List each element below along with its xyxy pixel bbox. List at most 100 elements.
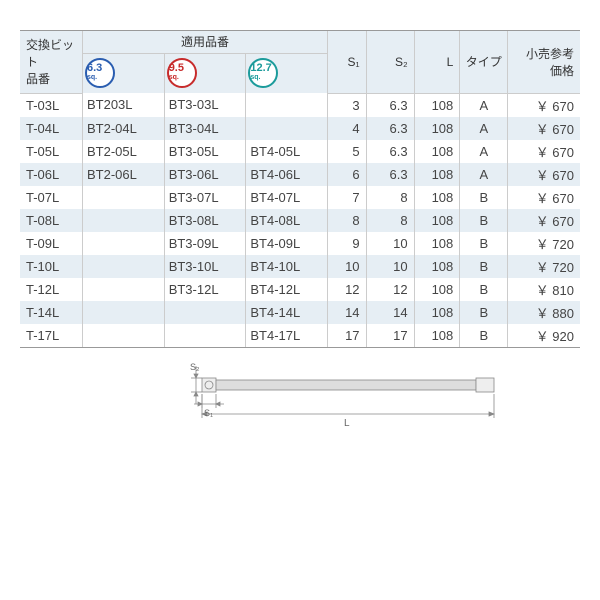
cell-app2: BT3-05L: [164, 140, 246, 163]
header-type: タイプ: [460, 31, 508, 93]
cell-price: ￥ 670: [508, 209, 580, 232]
cell-price: ￥ 670: [508, 140, 580, 163]
cell-app1: BT2-06L: [82, 163, 164, 186]
sq-badge-teal-icon: 12.7sq.: [248, 58, 278, 88]
cell-s1: 7: [328, 186, 366, 209]
table-row: T-03LBT203LBT3-03L36.3108A￥ 670: [20, 93, 580, 117]
header-badge-63: 6.3sq.: [82, 53, 164, 93]
spec-table-container: 交換ビット 品番 適用品番 S₁ S₂ L タイプ 小売参考 価格 6.3sq.…: [20, 30, 580, 348]
cell-app3: BT4-14L: [246, 301, 328, 324]
cell-bit: T-17L: [20, 324, 82, 347]
cell-bit: T-10L: [20, 255, 82, 278]
cell-app2: [164, 301, 246, 324]
cell-l: 108: [414, 232, 460, 255]
cell-type: B: [460, 232, 508, 255]
cell-app3: [246, 117, 328, 140]
cell-app3: BT4-17L: [246, 324, 328, 347]
spec-table: 交換ビット 品番 適用品番 S₁ S₂ L タイプ 小売参考 価格 6.3sq.…: [20, 31, 580, 347]
cell-price: ￥ 720: [508, 255, 580, 278]
cell-type: A: [460, 163, 508, 186]
cell-s2: 10: [366, 255, 414, 278]
cell-l: 108: [414, 186, 460, 209]
cell-app1: [82, 186, 164, 209]
cell-s2: 6.3: [366, 117, 414, 140]
cell-app1: [82, 324, 164, 347]
cell-price: ￥ 880: [508, 301, 580, 324]
cell-app1: BT2-04L: [82, 117, 164, 140]
cell-price: ￥ 670: [508, 186, 580, 209]
cell-app3: BT4-05L: [246, 140, 328, 163]
cell-type: A: [460, 93, 508, 117]
cell-l: 108: [414, 163, 460, 186]
cell-s2: 17: [366, 324, 414, 347]
cell-bit: T-03L: [20, 93, 82, 117]
cell-l: 108: [414, 301, 460, 324]
cell-s1: 12: [328, 278, 366, 301]
table-row: T-17LBT4-17L1717108B￥ 920: [20, 324, 580, 347]
cell-price: ￥ 670: [508, 163, 580, 186]
cell-s1: 3: [328, 93, 366, 117]
cell-l: 108: [414, 93, 460, 117]
table-row: T-09LBT3-09LBT4-09L910108B￥ 720: [20, 232, 580, 255]
cell-l: 108: [414, 140, 460, 163]
cell-s2: 8: [366, 209, 414, 232]
cell-type: A: [460, 140, 508, 163]
cell-bit: T-07L: [20, 186, 82, 209]
cell-type: B: [460, 301, 508, 324]
table-row: T-12LBT3-12LBT4-12L1212108B￥ 810: [20, 278, 580, 301]
cell-s2: 14: [366, 301, 414, 324]
cell-l: 108: [414, 255, 460, 278]
cell-price: ￥ 670: [508, 117, 580, 140]
cell-app3: BT4-10L: [246, 255, 328, 278]
header-l: L: [414, 31, 460, 93]
cell-app3: [246, 93, 328, 117]
bit-diagram: S₂ S₁ L: [20, 356, 580, 436]
header-badge-127: 12.7sq.: [246, 53, 328, 93]
cell-s1: 17: [328, 324, 366, 347]
header-bit-number: 交換ビット 品番: [20, 31, 82, 93]
cell-app2: BT3-12L: [164, 278, 246, 301]
cell-bit: T-05L: [20, 140, 82, 163]
cell-price: ￥ 670: [508, 93, 580, 117]
cell-app2: BT3-09L: [164, 232, 246, 255]
cell-app1: [82, 209, 164, 232]
table-row: T-14LBT4-14L1414108B￥ 880: [20, 301, 580, 324]
cell-price: ￥ 720: [508, 232, 580, 255]
sq-badge-red-icon: 9.5sq.: [167, 58, 197, 88]
cell-type: B: [460, 255, 508, 278]
cell-app1: BT203L: [82, 93, 164, 117]
cell-s2: 6.3: [366, 93, 414, 117]
table-row: T-08LBT3-08LBT4-08L88108B￥ 670: [20, 209, 580, 232]
cell-app2: [164, 324, 246, 347]
table-row: T-07LBT3-07LBT4-07L78108B￥ 670: [20, 186, 580, 209]
cell-s1: 8: [328, 209, 366, 232]
cell-s1: 9: [328, 232, 366, 255]
table-row: T-10LBT3-10LBT4-10L1010108B￥ 720: [20, 255, 580, 278]
cell-app1: [82, 255, 164, 278]
header-s1: S₁: [328, 31, 366, 93]
diagram-s1-label: S₁: [204, 408, 213, 418]
cell-app3: BT4-06L: [246, 163, 328, 186]
cell-s2: 6.3: [366, 140, 414, 163]
cell-s2: 6.3: [366, 163, 414, 186]
cell-l: 108: [414, 278, 460, 301]
cell-app2: BT3-08L: [164, 209, 246, 232]
cell-bit: T-14L: [20, 301, 82, 324]
cell-price: ￥ 920: [508, 324, 580, 347]
cell-l: 108: [414, 324, 460, 347]
cell-app1: BT2-05L: [82, 140, 164, 163]
cell-s1: 5: [328, 140, 366, 163]
cell-app3: BT4-09L: [246, 232, 328, 255]
cell-bit: T-12L: [20, 278, 82, 301]
table-row: T-06LBT2-06LBT3-06LBT4-06L66.3108A￥ 670: [20, 163, 580, 186]
cell-type: B: [460, 209, 508, 232]
sq-badge-blue-icon: 6.3sq.: [85, 58, 115, 88]
cell-type: B: [460, 324, 508, 347]
cell-app1: [82, 278, 164, 301]
cell-s2: 12: [366, 278, 414, 301]
cell-app2: BT3-10L: [164, 255, 246, 278]
cell-l: 108: [414, 117, 460, 140]
cell-app2: BT3-07L: [164, 186, 246, 209]
table-row: T-04LBT2-04LBT3-04L46.3108A￥ 670: [20, 117, 580, 140]
cell-type: A: [460, 117, 508, 140]
